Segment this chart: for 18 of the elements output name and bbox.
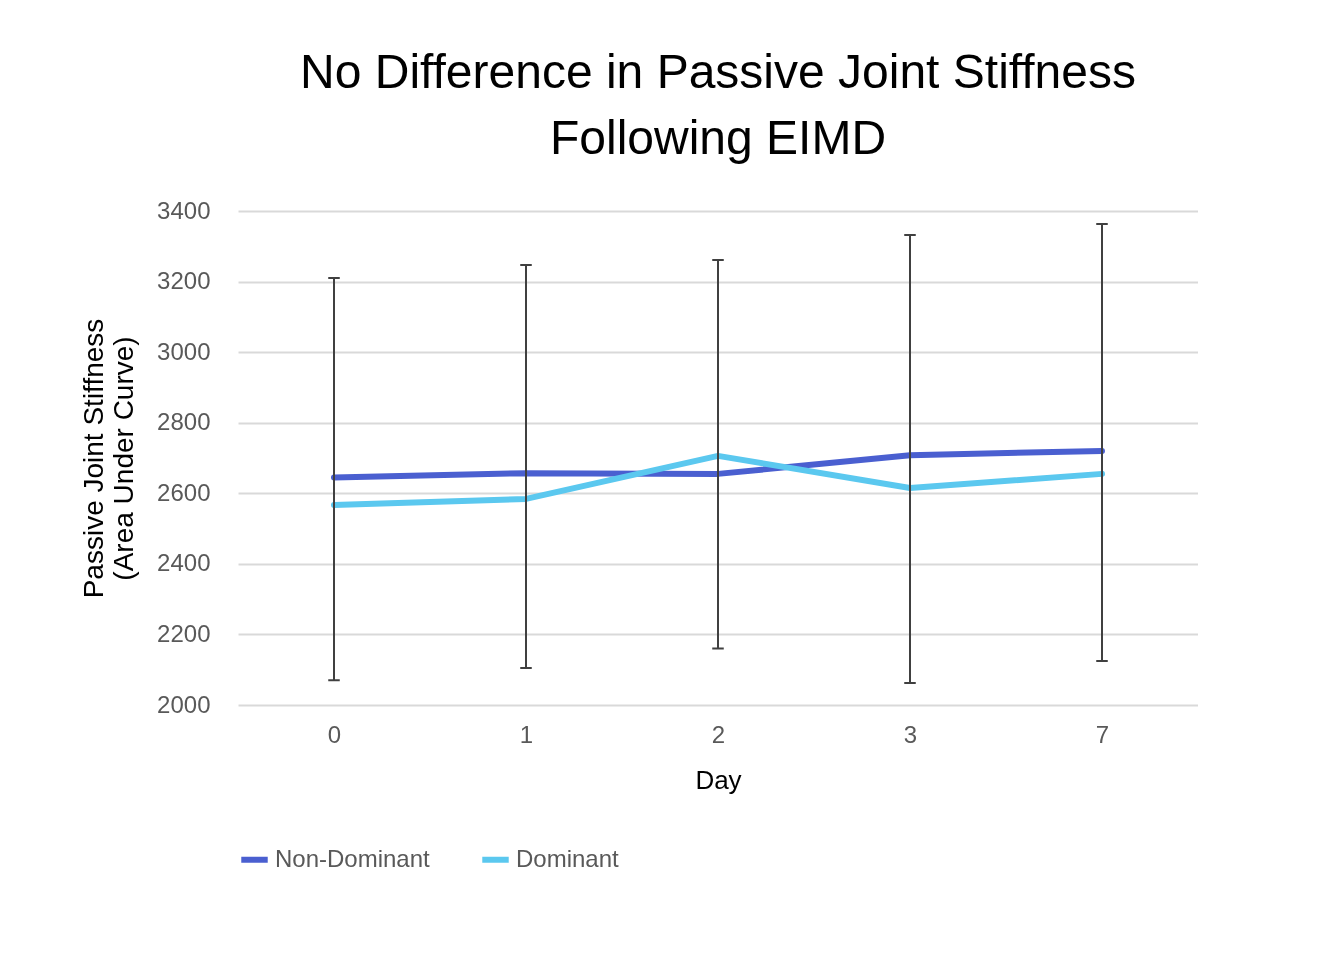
- x-tick-label: 0: [327, 720, 342, 748]
- y-tick-label: 2400: [157, 549, 211, 577]
- y-tick-label: 3400: [157, 196, 211, 224]
- y-tick-label: 2000: [157, 690, 211, 718]
- y-tick-label: 3200: [157, 267, 211, 295]
- x-tick-label: 1: [519, 720, 534, 748]
- y-tick-label: 3000: [157, 337, 211, 365]
- x-tick-label: 3: [903, 720, 918, 748]
- y-tick-label: 2600: [157, 478, 211, 506]
- y-tick-label: 2200: [157, 619, 211, 647]
- chart-title: No Difference in Passive Joint Stiffness Following EIMD: [300, 45, 1136, 164]
- legend-label: Non-Dominant: [275, 844, 431, 872]
- y-tick-label: 2800: [157, 408, 211, 436]
- legend-label: Dominant: [516, 844, 620, 872]
- x-tick-label: 7: [1095, 720, 1110, 748]
- x-tick-label: 2: [711, 720, 726, 748]
- x-axis-title: Day: [695, 764, 742, 795]
- y-axis-title: Passive Joint Stiffness (Area Under Curve): [78, 318, 140, 599]
